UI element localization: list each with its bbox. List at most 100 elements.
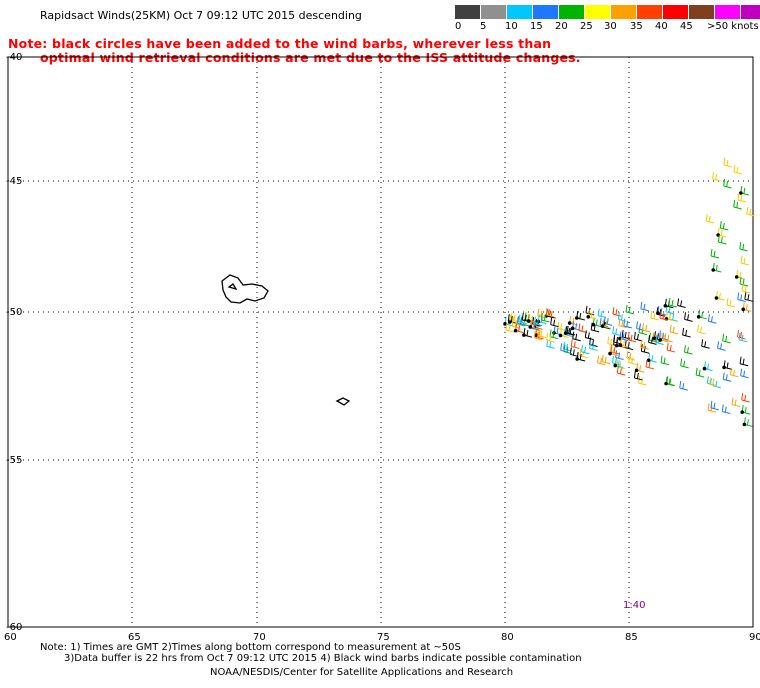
wind-barb	[696, 309, 707, 320]
wind-barb	[618, 318, 628, 329]
wind-barb	[733, 164, 743, 175]
wind-barb	[666, 342, 676, 353]
wind-barb	[746, 206, 755, 217]
wind-barb	[646, 353, 657, 363]
wind-barb	[522, 328, 533, 338]
wind-barb	[569, 347, 579, 357]
wind-barb	[742, 417, 753, 427]
wind-barb	[645, 359, 655, 370]
wind-barb	[739, 356, 749, 367]
color-swatch-7	[637, 5, 663, 19]
wind-barb	[575, 351, 586, 362]
wind-barb	[624, 340, 634, 351]
wind-barb	[612, 326, 621, 336]
wind-barb	[638, 376, 647, 386]
wind-barb	[533, 330, 543, 341]
wind-barb	[664, 376, 675, 387]
footer-note-2: 3)Data buffer is 22 hrs from Oct 7 09:12…	[64, 653, 582, 664]
wind-barb	[711, 262, 722, 273]
wind-barb	[741, 302, 752, 312]
wind-barb	[540, 312, 550, 323]
wind-barb	[723, 157, 732, 168]
wind-barb	[516, 316, 526, 326]
wind-barb	[597, 355, 606, 366]
wind-barb	[628, 355, 637, 366]
wind-barb	[658, 332, 669, 343]
wind-barbs	[503, 157, 755, 427]
heard-island	[335, 397, 351, 406]
wind-barb	[668, 297, 678, 308]
wind-barb	[740, 405, 751, 415]
wind-barb	[710, 400, 719, 411]
wind-barb	[642, 323, 651, 333]
color-bar-tick: 40	[655, 21, 668, 32]
wind-barb	[623, 318, 632, 329]
color-bar-tick: 5	[480, 21, 487, 32]
wind-barb	[616, 366, 626, 376]
wind-barb	[739, 241, 748, 252]
wind-barb	[560, 343, 569, 353]
land-outlines	[221, 274, 351, 406]
wind-barb	[717, 234, 727, 245]
wind-barb	[705, 213, 715, 224]
wind-barb	[660, 355, 670, 366]
wind-barb	[570, 321, 581, 331]
wind-barb	[563, 326, 574, 336]
wind-barb	[717, 341, 726, 351]
wind-barb	[683, 345, 693, 355]
wind-barb	[677, 298, 686, 308]
wind-speed-color-bar	[455, 5, 760, 19]
color-bar-tick: 15	[530, 21, 543, 32]
footer-credit: NOAA/NESDIS/Center for Satellite Applica…	[210, 667, 514, 678]
wind-barb	[669, 324, 679, 335]
color-swatch-9	[689, 5, 715, 19]
wind-barb	[680, 358, 689, 369]
wind-barb	[737, 292, 746, 302]
wind-barb	[627, 332, 637, 343]
wind-barb	[610, 344, 620, 355]
wind-barb	[733, 199, 742, 210]
wind-barb	[505, 323, 515, 333]
color-swatch-8	[663, 5, 689, 19]
wind-barb	[574, 310, 585, 321]
color-bar-tick: 35	[630, 21, 643, 32]
wind-barb	[744, 292, 753, 302]
wind-barb	[589, 341, 598, 351]
wind-barb	[615, 350, 624, 360]
wind-barb	[726, 297, 736, 308]
wind-barb	[570, 339, 580, 349]
wind-barb	[729, 367, 739, 378]
lat-label: -50	[6, 307, 22, 318]
wind-barb	[721, 404, 731, 415]
color-swatch-5	[585, 5, 611, 19]
color-bar-tick: 30	[604, 21, 617, 32]
lat-label: -60	[6, 622, 22, 633]
wind-barb	[737, 192, 747, 203]
wind-barb	[648, 335, 657, 345]
lon-label: 70	[253, 632, 266, 643]
color-bar-tick: 10	[505, 21, 518, 32]
wind-barb	[591, 317, 602, 328]
wind-barb	[585, 305, 595, 316]
wind-barb	[709, 377, 718, 387]
wind-barb	[618, 337, 629, 348]
wind-barb	[581, 344, 590, 355]
wind-barb	[712, 171, 721, 182]
wind-barb	[722, 360, 733, 370]
wind-barb	[625, 304, 635, 315]
wind-barb	[695, 367, 705, 378]
wind-barb	[659, 311, 669, 321]
wind-barb	[550, 317, 559, 328]
wind-barb	[740, 368, 749, 379]
wind-barb	[626, 350, 636, 361]
wind-barb	[533, 316, 543, 327]
color-bar-tick: 45	[680, 21, 693, 32]
wind-barb	[613, 358, 624, 369]
wind-barb	[722, 372, 732, 382]
pass-time-label: 1:40	[623, 600, 646, 611]
color-bar-tick: >50 knots	[707, 21, 759, 32]
lat-lon-grid: 60 65 70 75 80 85 90 -40 -45 -50 -55 -60	[4, 52, 760, 643]
wind-barb	[612, 307, 621, 317]
wind-barb	[701, 339, 710, 349]
